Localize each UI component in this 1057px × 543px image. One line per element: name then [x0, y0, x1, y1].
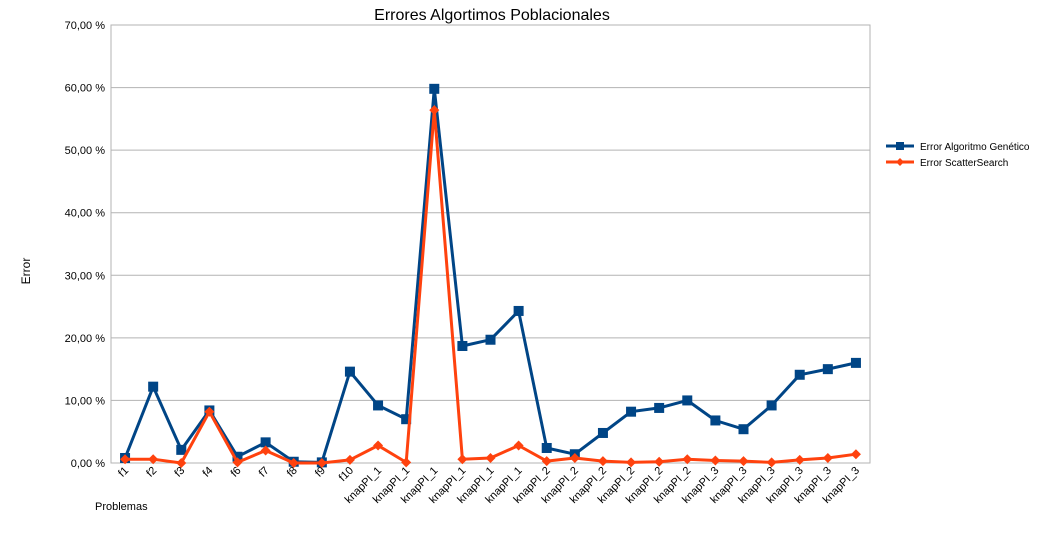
data-point	[766, 400, 777, 411]
data-point	[626, 457, 637, 468]
data-point	[485, 452, 496, 463]
data-point	[457, 454, 468, 465]
data-point	[401, 457, 412, 468]
data-point	[429, 105, 440, 116]
data-point	[682, 395, 693, 406]
data-point	[710, 455, 721, 466]
legend-label: Error Algoritmo Genético	[920, 142, 1030, 153]
data-point	[120, 454, 131, 465]
grid-lines	[111, 24, 870, 464]
data-point	[373, 440, 384, 451]
data-point	[373, 400, 384, 411]
data-point	[260, 445, 271, 456]
data-point	[850, 357, 861, 368]
data-point	[597, 427, 608, 438]
data-point	[316, 458, 327, 468]
data-point	[541, 456, 552, 467]
data-point	[204, 406, 215, 417]
data-point	[232, 457, 243, 468]
y-tick-label: 40,00 %	[65, 208, 106, 220]
data-point	[260, 437, 271, 448]
chart-title: Errores Algortimos Poblacionales	[374, 7, 610, 24]
data-point	[148, 381, 159, 392]
data-point	[232, 451, 243, 462]
data-point	[597, 456, 608, 467]
x-tick-label: f6	[229, 465, 244, 480]
data-point	[176, 458, 187, 468]
data-point	[738, 456, 749, 467]
legend-marker	[896, 158, 904, 166]
data-point	[794, 454, 805, 465]
x-tick-label: f2	[144, 465, 159, 480]
data-point	[401, 414, 412, 425]
data-point	[822, 364, 833, 375]
data-point	[148, 454, 159, 465]
legend: Error Algoritmo Genético Error ScatterSea…	[886, 142, 1030, 169]
y-tick-label: 30,00 %	[65, 270, 106, 282]
legend-item: Error ScatterSearch	[886, 158, 1008, 169]
data-point	[710, 415, 721, 426]
x-axis-label: Problemas	[95, 501, 148, 513]
y-tick-label: 0,00 %	[71, 458, 105, 470]
data-point	[569, 452, 580, 463]
x-tick-label: f4	[201, 465, 216, 480]
plot-area	[110, 24, 871, 464]
y-axis-ticks: 0,00 % 10,00 % 20,00 % 30,00 % 40,00 % 50,00 …	[65, 20, 106, 470]
series-line	[125, 108, 857, 465]
x-axis-ticks: f1 f2 f3 f4 f6 f7 f8 f9 f10knapPI_1knapPI_1knapP…	[116, 465, 862, 506]
y-axis-label: Error	[19, 258, 33, 285]
x-tick-label: f8	[285, 465, 300, 480]
data-point	[654, 402, 665, 413]
data-point	[176, 444, 187, 455]
data-point	[344, 454, 355, 465]
y-tick-label: 20,00 %	[65, 333, 106, 345]
data-point	[513, 305, 524, 316]
data-point	[794, 369, 805, 380]
legend-item: Error Algoritmo Genético	[886, 142, 1030, 153]
data-point	[654, 456, 665, 467]
data-point	[766, 457, 777, 468]
series-2	[120, 105, 861, 468]
y-tick-label: 60,00 %	[65, 83, 106, 95]
data-point	[513, 440, 524, 451]
x-tick-label: f10	[337, 465, 356, 484]
data-point	[429, 83, 440, 94]
data-point	[682, 454, 693, 465]
legend-marker	[896, 142, 904, 150]
legend-label: Error ScatterSearch	[920, 158, 1008, 169]
data-point	[457, 340, 468, 351]
data-point	[822, 452, 833, 463]
y-tick-label: 70,00 %	[65, 20, 106, 32]
data-point	[850, 449, 861, 460]
x-tick-label: f7	[257, 465, 272, 480]
data-point	[344, 366, 355, 377]
data-point	[485, 334, 496, 345]
y-tick-label: 50,00 %	[65, 145, 106, 157]
y-tick-label: 10,00 %	[65, 395, 106, 407]
data-point	[288, 458, 299, 468]
x-tick-label: f3	[172, 465, 187, 480]
data-point	[541, 442, 552, 453]
data-point	[738, 424, 749, 435]
series-group	[120, 83, 861, 468]
x-tick-label: f1	[116, 465, 131, 480]
data-point	[626, 406, 637, 417]
